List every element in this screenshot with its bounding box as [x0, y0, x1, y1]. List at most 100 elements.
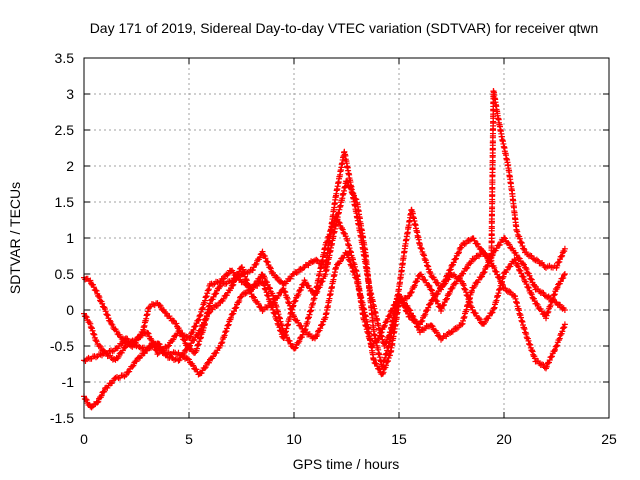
- data-point-marker: [448, 285, 455, 292]
- data-point-marker: [101, 388, 108, 395]
- data-point-marker: [216, 284, 223, 291]
- data-point-marker: [428, 322, 435, 329]
- data-point-marker: [398, 297, 405, 304]
- data-point-marker: [319, 321, 326, 328]
- data-point-marker: [376, 332, 383, 339]
- data-point-marker: [348, 185, 354, 192]
- data-point-marker: [121, 344, 128, 351]
- data-point-marker: [528, 276, 535, 283]
- data-point-marker: [184, 355, 191, 362]
- data-point-marker: [484, 262, 491, 269]
- data-point-marker: [148, 337, 155, 344]
- data-point-marker: [472, 310, 479, 317]
- data-point-marker: [267, 264, 273, 271]
- data-point-marker: [202, 364, 209, 371]
- data-point-marker: [515, 263, 522, 270]
- data-point-marker: [264, 259, 271, 266]
- data-point-marker: [347, 184, 354, 191]
- data-point-marker: [156, 341, 163, 348]
- data-point-marker: [431, 276, 438, 283]
- data-point-marker: [163, 351, 170, 358]
- data-point-marker: [233, 304, 240, 311]
- data-point-marker: [553, 343, 560, 350]
- data-point-marker: [533, 300, 540, 307]
- data-point-marker: [525, 284, 531, 291]
- data-point-marker: [109, 380, 115, 387]
- data-point-marker: [292, 344, 299, 351]
- data-point-marker: [275, 292, 282, 299]
- data-point-marker: [116, 331, 123, 338]
- data-point-marker: [297, 265, 304, 272]
- x-tick-label: 5: [185, 431, 193, 447]
- data-point-marker: [556, 258, 563, 265]
- data-point-marker: [93, 338, 100, 345]
- data-point-marker: [491, 264, 498, 271]
- data-point-marker: [456, 249, 462, 256]
- data-point-marker: [546, 357, 553, 364]
- data-point-marker: [477, 245, 484, 252]
- data-point-marker: [93, 287, 100, 294]
- data-point-marker: [493, 245, 500, 252]
- data-point-marker: [96, 294, 103, 301]
- data-point-marker: [170, 336, 177, 343]
- data-point-marker: [249, 266, 256, 273]
- data-point-marker: [126, 339, 133, 346]
- data-point-marker: [489, 252, 496, 259]
- data-point-marker: [154, 351, 161, 358]
- data-point-marker: [544, 294, 551, 301]
- data-point-marker: [337, 258, 344, 265]
- data-point-marker: [97, 343, 104, 350]
- data-point-marker: [441, 281, 448, 288]
- data-point-marker: [351, 192, 357, 199]
- data-point-marker: [88, 404, 95, 411]
- data-point-marker: [194, 332, 201, 339]
- data-point-marker: [198, 370, 205, 377]
- data-point-marker: [229, 282, 236, 289]
- data-point-marker: [480, 269, 487, 276]
- data-point-marker: [271, 299, 278, 306]
- data-point-marker: [87, 277, 94, 284]
- data-point-marker: [264, 281, 271, 288]
- data-point-marker: [425, 304, 432, 311]
- data-point-marker: [411, 282, 418, 289]
- data-point-marker: [186, 356, 192, 363]
- data-point-marker: [481, 249, 488, 256]
- data-point-marker: [496, 241, 503, 248]
- data-point-marker: [545, 293, 552, 300]
- x-axis-label: GPS time / hours: [293, 456, 400, 472]
- data-point-marker: [561, 324, 568, 331]
- data-point-marker: [552, 346, 558, 353]
- data-point-marker: [478, 273, 485, 280]
- data-point-marker: [212, 291, 219, 298]
- data-point-marker: [205, 359, 212, 366]
- data-point-marker: [317, 325, 324, 332]
- data-point-marker: [342, 233, 349, 240]
- data-point-marker: [520, 261, 527, 268]
- data-point-marker: [458, 244, 465, 251]
- data-point-marker: [159, 345, 166, 352]
- data-point-marker: [380, 369, 387, 376]
- y-axis-label: SDTVAR / TECUs: [7, 182, 23, 294]
- data-point-marker: [201, 365, 208, 372]
- y-tick-label: -0.5: [50, 338, 74, 354]
- x-tick-label: 20: [496, 431, 512, 447]
- data-point-marker: [383, 339, 390, 346]
- data-point-marker: [90, 284, 97, 291]
- data-point-marker: [516, 255, 523, 262]
- data-point-marker: [98, 392, 105, 399]
- data-point-marker: [406, 313, 413, 320]
- data-point-marker: [554, 262, 561, 269]
- data-point-marker: [219, 276, 226, 283]
- data-point-marker: [429, 287, 435, 294]
- data-point-marker: [83, 397, 90, 404]
- data-point-marker: [554, 284, 561, 291]
- y-tick-label: 0.5: [55, 266, 75, 282]
- data-point-marker: [434, 279, 441, 286]
- data-point-marker: [426, 282, 433, 289]
- data-point-marker: [422, 311, 429, 318]
- data-point-marker: [501, 234, 507, 241]
- data-point-marker: [399, 297, 405, 304]
- data-point-marker: [560, 274, 567, 281]
- data-point-marker: [381, 324, 387, 331]
